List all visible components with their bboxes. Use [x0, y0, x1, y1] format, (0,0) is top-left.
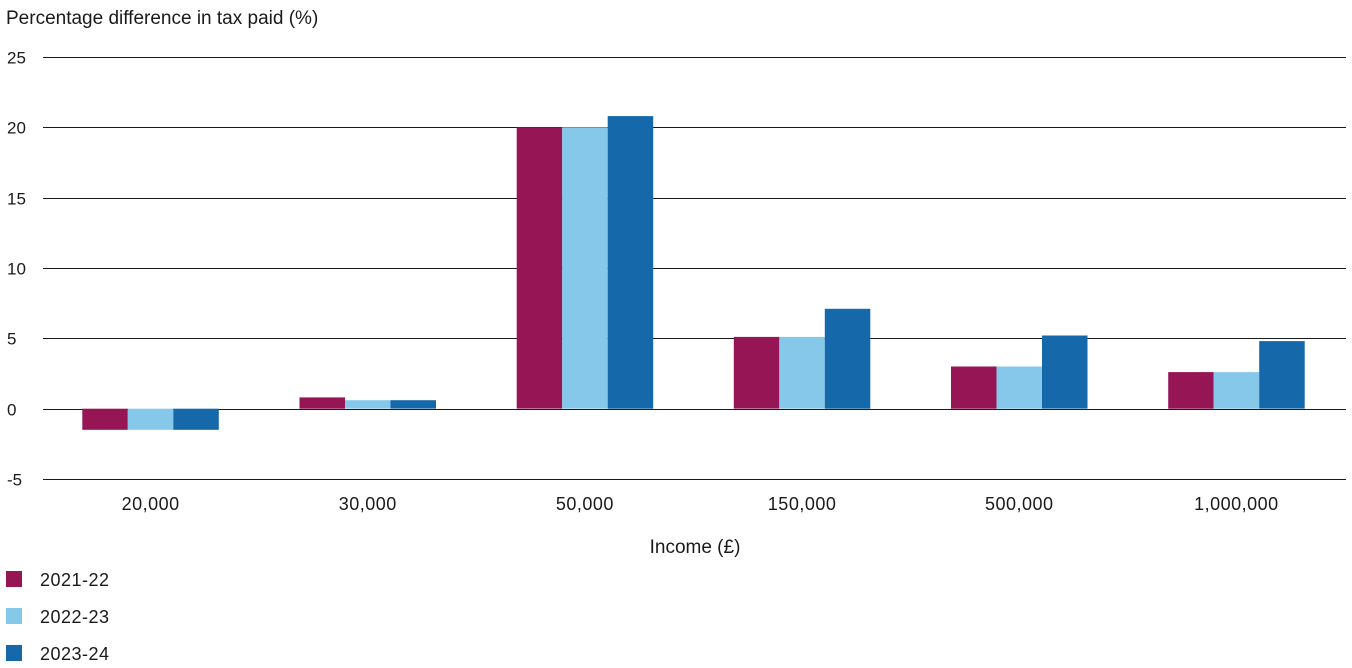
- bar-2023-24-50,000: [607, 116, 654, 409]
- bar-2023-24-150,000: [824, 308, 871, 409]
- legend-label: 2022-23: [40, 607, 110, 627]
- x-category-label: 20,000: [122, 494, 180, 514]
- bar-2023-24-500,000: [1042, 335, 1088, 409]
- bar-2021-22-1,000,000: [1168, 372, 1214, 409]
- bar-2022-23-50,000: [562, 127, 608, 409]
- y-axis-ticks: 25 20 15 10 5 0 -5: [7, 49, 26, 490]
- bar-2022-23-30,000: [345, 400, 391, 409]
- y-tick-label: 5: [7, 330, 16, 349]
- x-category-label: 30,000: [339, 494, 397, 514]
- x-category-label: 500,000: [985, 494, 1054, 514]
- y-axis-title: Percentage difference in tax paid (%): [6, 8, 318, 29]
- y-tick-label: 25: [7, 49, 26, 68]
- gridlines: [43, 57, 1346, 480]
- x-category-label: 50,000: [556, 494, 614, 514]
- legend-label: 2021-22: [40, 570, 110, 590]
- bar-2021-22-50,000: [516, 127, 563, 409]
- x-axis-title: Income (£): [650, 537, 741, 558]
- bars: [82, 116, 1305, 430]
- bar-2023-24-1,000,000: [1259, 341, 1305, 409]
- bar-2022-23-150,000: [779, 336, 825, 409]
- y-tick-label: 15: [7, 190, 26, 209]
- x-axis-categories: 20,000 30,000 50,000 150,000 500,000 1,000,00…: [122, 494, 1279, 514]
- y-tick-label: 10: [7, 260, 26, 279]
- bar-2021-22-20,000: [82, 408, 128, 430]
- bar-2022-23-20,000: [127, 408, 174, 430]
- bar-2022-23-500,000: [996, 366, 1042, 409]
- legend: 2021-22 2022-23 2023-24: [6, 570, 110, 664]
- x-category-label: 1,000,000: [1194, 494, 1279, 514]
- bar-2021-22-150,000: [733, 336, 780, 409]
- y-tick-label: 20: [7, 119, 26, 138]
- legend-swatch: [6, 608, 22, 624]
- bar-2023-24-20,000: [173, 408, 219, 430]
- bar-2021-22-30,000: [299, 397, 345, 409]
- legend-swatch: [6, 571, 22, 587]
- y-tick-label: 0: [7, 401, 16, 420]
- bar-2023-24-30,000: [390, 400, 436, 409]
- legend-label: 2023-24: [40, 644, 110, 664]
- x-category-label: 150,000: [768, 494, 837, 514]
- bar-2022-23-1,000,000: [1213, 372, 1260, 409]
- bar-2021-22-500,000: [951, 366, 997, 409]
- y-tick-label: -5: [7, 471, 22, 490]
- legend-swatch: [6, 645, 22, 661]
